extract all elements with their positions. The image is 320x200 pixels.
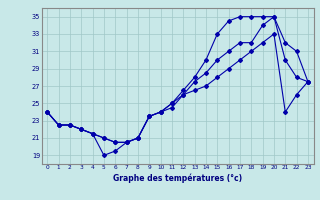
X-axis label: Graphe des températures (°c): Graphe des températures (°c) <box>113 173 242 183</box>
